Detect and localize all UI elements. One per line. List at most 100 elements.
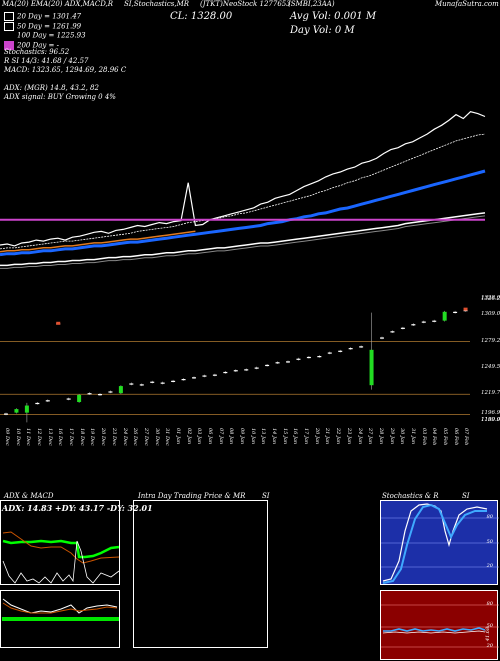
date-tick: 01 Jan [174,428,181,445]
date-tick: 20 Jan [313,428,320,445]
legend-item-20: 20 Day = 1301.47 [4,12,86,22]
date-tick: 10 Jan [249,428,256,445]
candle-body [66,398,71,400]
candle-body [87,393,92,395]
stoch-panel-title: Stochastics & R [382,492,439,500]
candle-body [286,361,290,363]
price-tick: 1279.26 [481,337,500,344]
intraday-panel [133,500,268,648]
date-tick: 04 Feb [431,428,438,446]
legend-label-200: 200 Day = - [17,41,60,49]
candle-body [233,370,238,372]
day-volume: Day Vol: 0 M [290,25,355,36]
candle-body [254,367,259,369]
candle-body [432,320,437,322]
adx-value: ADX: (MGR) 14.8, 43.2, 82 [4,84,99,92]
candle-body [265,364,270,367]
rsi-panel: 80 50 20 41.68 [380,590,499,660]
date-tick: 18 Dec [78,428,85,446]
date-tick: 05 Feb [441,428,448,446]
price-tick: 1196.91 [481,410,500,417]
indicator-info: Stochastics: 96.52 R SI 14/3: 41.68 / 42… [4,48,126,102]
candlestick-chart [0,307,470,423]
header-indicators: MA(20) EMA(20) ADX,MACD,R [2,0,114,8]
candle-body [348,348,353,350]
date-tick: 28 Jan [377,428,384,445]
candle-body [4,413,8,415]
marker-0 [56,321,61,325]
rsi-value: R SI 14/3: 41.68 / 42.57 [4,57,89,65]
avg-volume: Avg Vol: 0.001 M [290,11,377,22]
close-price: CL: 1328.00 [170,11,233,22]
rsi-current-value: 41.68 [484,626,491,642]
candle-body [223,371,228,374]
candle-body [338,350,343,352]
candle-body [202,375,207,377]
date-tick: 10 Dec [14,428,21,446]
header-s4: MunafaSutra.com [435,0,499,8]
series-line-20-day [0,133,486,250]
legend-item-100: 100 Day = 1225.93 [4,31,86,41]
date-tick: 22 Jan [335,428,342,445]
intraday-panel-title: Intra Day Trading Price & MR [138,492,246,500]
candle-body [45,400,50,402]
date-tick: 09 Jan [239,428,245,445]
candle-body [77,394,82,403]
macd-value: MACD: 1323.65, 1294.69, 28.96 C [4,66,127,74]
date-tick: 31 Jan [409,428,416,445]
candle-body [359,346,364,348]
date-tick: 12 Dec [36,428,43,446]
price-tick: 1326.21 [481,296,500,303]
candle-body [192,377,196,379]
date-tick: 06 Jan [206,428,213,445]
stoch-tick-50: 50 [486,539,493,545]
legend-label-20: 20 Day = 1301.47 [17,12,82,21]
candle-body [306,356,311,359]
candle-body [212,374,217,376]
candle-body [129,383,134,385]
candle-body [327,352,332,354]
date-tick: 23 Jan [345,428,352,445]
candle-body [118,386,123,394]
date-tick: 31 Dec [164,428,171,446]
stoch-tick-80: 80 [486,514,493,520]
candle-body [400,327,405,329]
date-tick: 13 Dec [46,428,53,446]
date-tick: 17 Dec [68,428,75,446]
series-line-100-day-shadow [0,215,486,269]
adx-lines [2,531,120,584]
candle-body [108,391,113,393]
candle-body [139,384,144,386]
candle-body [171,380,176,382]
legend-swatch-50 [4,21,14,31]
candle-body [150,381,155,383]
candle-body [160,382,165,384]
candle-body [369,349,374,386]
legend-item-50: 50 Day = 1261.99 [4,21,86,32]
date-tick: 27 Dec [142,428,149,446]
stochastics-value: Stochastics: 96.52 [4,48,70,56]
date-tick: 21 Jan [324,428,331,445]
stochastics-lines [381,503,499,584]
date-tick: 24 Jan [356,428,363,445]
date-tick: 11 Dec [25,428,32,446]
price-tick: 1189.91 [481,416,500,423]
stoch-si-label: SI [462,492,470,500]
rsi-tick-80: 80 [486,601,493,607]
candle-body [275,362,280,364]
date-tick: 06 Feb [452,428,459,446]
candle-body [244,369,249,371]
legend-label-100: 100 Day = 1225.93 [17,31,86,40]
adx-panel-title: ADX & MACD [4,492,54,500]
date-tick: 16 Jan [292,428,299,445]
date-tick: 23 Dec [110,428,117,446]
candle-body [390,331,395,333]
date-tick: 19 Dec [89,428,96,446]
stoch-tick-20: 20 [486,563,493,569]
date-tick: 26 Dec [132,428,139,446]
price-tick: 1309.01 [481,311,500,318]
candle-body [421,321,426,323]
candle-body [380,337,384,339]
legend-swatch-20 [4,12,14,21]
date-tick: 14 Jan [271,428,278,445]
